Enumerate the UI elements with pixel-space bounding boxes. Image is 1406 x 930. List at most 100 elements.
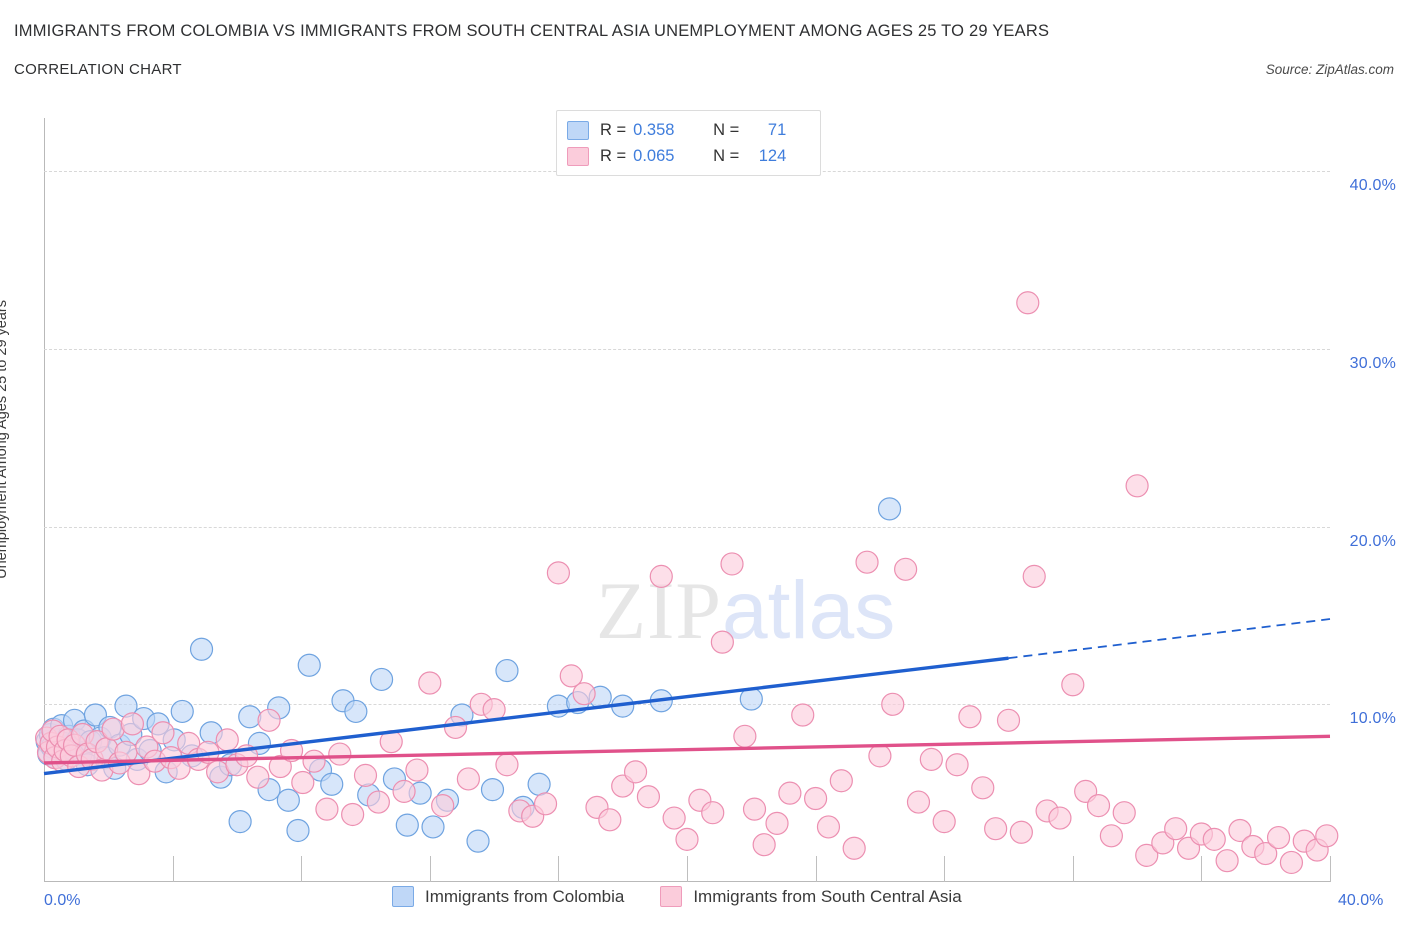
- stats-n-label-pink: N =: [713, 146, 740, 165]
- data-point: [623, 760, 648, 784]
- data-point: [480, 778, 505, 802]
- data-point: [395, 813, 419, 837]
- gridline: [44, 348, 1330, 350]
- stats-n-value-pink: 124: [758, 146, 787, 165]
- data-point: [291, 770, 315, 795]
- data-point: [829, 769, 853, 793]
- y-axis-tick-label: 20.0%: [1349, 532, 1396, 550]
- data-point: [720, 552, 744, 576]
- series-immigrants-from-colombia: [35, 497, 902, 853]
- x-axis-tick: [1072, 856, 1074, 882]
- data-point: [495, 658, 519, 683]
- plot-area: ZIPatlas: [34, 118, 1339, 882]
- data-point: [246, 765, 270, 789]
- data-point: [120, 712, 145, 736]
- data-point: [320, 772, 344, 796]
- data-point: [1315, 824, 1339, 848]
- data-point: [881, 692, 905, 716]
- data-point: [894, 557, 918, 581]
- data-point: [297, 653, 321, 677]
- data-point: [206, 760, 230, 784]
- legend-swatch-south-central-asia: [660, 886, 683, 907]
- chart-subtitle: CORRELATION CHART: [14, 61, 182, 78]
- data-point: [151, 721, 175, 745]
- legend-swatch-colombia: [392, 886, 414, 907]
- x-axis-tick: [815, 856, 817, 882]
- data-point: [877, 497, 902, 521]
- data-point: [1279, 850, 1304, 875]
- x-axis-tick: [1201, 856, 1203, 882]
- data-point: [855, 550, 879, 574]
- data-point: [662, 806, 686, 830]
- data-point: [1228, 818, 1252, 843]
- data-point: [778, 781, 802, 805]
- data-point: [466, 829, 490, 853]
- data-point: [1135, 843, 1159, 867]
- stats-swatch-blue: [567, 120, 589, 140]
- y-axis-tick-label: 10.0%: [1349, 710, 1396, 728]
- trend-line: [43, 656, 1009, 776]
- data-point: [816, 815, 841, 839]
- trend-line-extrapolated: [1008, 618, 1331, 660]
- data-point: [842, 836, 866, 860]
- data-point: [1254, 841, 1278, 866]
- data-point: [302, 749, 326, 773]
- data-point: [268, 754, 292, 779]
- data-point: [971, 776, 995, 800]
- legend-item-south-central-asia[interactable]: Immigrants from South Central Asia: [660, 886, 962, 907]
- legend-label-south-central-asia: Immigrants from South Central Asia: [693, 886, 962, 906]
- stats-row-colombia: R = 0.358 N = 71: [567, 117, 810, 143]
- data-point: [533, 792, 558, 816]
- data-point: [752, 833, 776, 857]
- data-point: [1202, 827, 1226, 851]
- data-point: [1112, 801, 1136, 825]
- data-point: [1009, 820, 1033, 844]
- data-point: [392, 779, 416, 803]
- data-point: [710, 630, 734, 654]
- x-axis-tick: [1330, 856, 1331, 882]
- y-axis-line: [44, 118, 45, 882]
- stats-r-value-pink: 0.065: [633, 146, 675, 165]
- data-point: [527, 772, 551, 796]
- x-axis-tick: [429, 856, 431, 882]
- gridline: [44, 526, 1330, 528]
- data-point: [636, 785, 661, 809]
- scatter-plot: [34, 291, 1339, 875]
- legend-item-colombia[interactable]: Immigrants from Colombia: [392, 886, 624, 907]
- data-point: [421, 815, 445, 839]
- data-point: [228, 809, 252, 834]
- stats-row-south-central-asia: R = 0.065 N = 124: [567, 143, 810, 169]
- data-point: [742, 797, 767, 821]
- y-axis-tick-label: 30.0%: [1349, 354, 1396, 372]
- data-point: [1125, 474, 1149, 498]
- stats-r-label-blue: R =: [600, 120, 627, 139]
- data-point: [456, 767, 480, 791]
- stats-swatch-pink: [567, 146, 589, 166]
- x-axis-tick: [944, 856, 946, 882]
- x-axis-min-label: 0.0%: [44, 892, 81, 909]
- data-point: [170, 699, 194, 724]
- data-point: [101, 717, 125, 741]
- data-point: [286, 818, 310, 843]
- data-point: [341, 802, 365, 827]
- data-point: [1022, 564, 1046, 588]
- y-axis-tick-label: 40.0%: [1349, 177, 1396, 195]
- data-point: [405, 758, 429, 782]
- data-point: [276, 788, 300, 812]
- data-point: [353, 763, 378, 788]
- data-point: [1266, 825, 1291, 850]
- y-axis-title: Unemployment Among Ages 25 to 29 years: [0, 300, 10, 579]
- data-point: [369, 667, 394, 692]
- series-immigrants-from-south-central-asia: [34, 291, 1339, 875]
- data-point: [418, 671, 442, 695]
- data-point: [906, 790, 931, 814]
- x-axis-tick: [172, 856, 174, 882]
- data-point: [984, 817, 1008, 841]
- x-axis-max-label: 40.0%: [1338, 892, 1384, 909]
- data-point: [443, 715, 468, 740]
- data-point: [765, 811, 789, 835]
- data-point: [1061, 673, 1085, 697]
- x-axis-tick: [687, 856, 688, 882]
- data-point: [996, 708, 1021, 732]
